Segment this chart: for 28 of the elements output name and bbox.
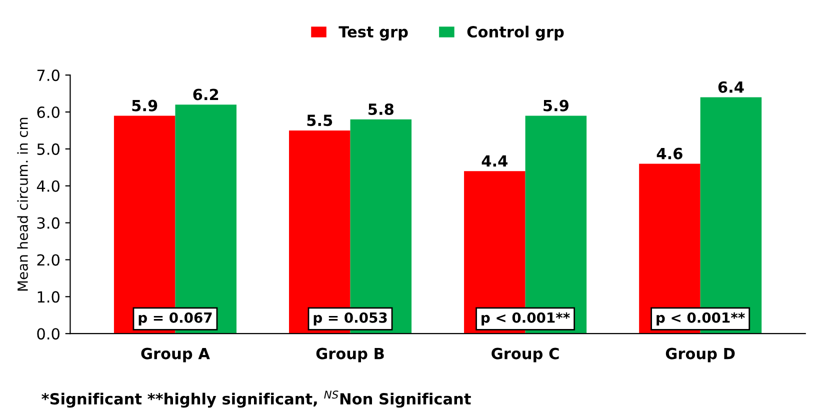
data-label: 5.5 bbox=[307, 114, 332, 126]
annotation: p < 0.001** bbox=[482, 312, 570, 326]
data-label: 6.4 bbox=[718, 81, 744, 93]
y-tick-label: 0.0 bbox=[37, 328, 60, 340]
data-label: 6.2 bbox=[193, 88, 218, 100]
y-tick-label: 3.0 bbox=[37, 217, 60, 229]
annotation: p < 0.001** bbox=[656, 312, 745, 326]
text: *Significant **highly significant, $^{NS}$Non Significant bbox=[42, 390, 471, 408]
data-label: 5.9 bbox=[132, 100, 158, 112]
legend-label: Control grp bbox=[467, 26, 564, 41]
legend-label: Test grp bbox=[338, 26, 408, 41]
data-label: 4.4 bbox=[482, 155, 508, 167]
x-tick-label: Group D bbox=[666, 348, 735, 362]
x-tick-label: Group C bbox=[492, 348, 559, 362]
x-tick-label: Group A bbox=[141, 348, 210, 362]
x-tick-label: Group B bbox=[316, 348, 384, 362]
y-tick-label: 7.0 bbox=[37, 70, 60, 82]
y-tick-label: 5.0 bbox=[37, 143, 60, 155]
y-axis-title: Mean head circum. in cm bbox=[17, 118, 28, 291]
annotation: p = 0.067 bbox=[138, 312, 212, 326]
data-label: 4.6 bbox=[656, 148, 682, 160]
y-tick-label: 1.0 bbox=[38, 291, 60, 303]
y-tick-label: 6.0 bbox=[37, 106, 60, 118]
data-label: 5.8 bbox=[368, 103, 394, 116]
y-tick-label: 4.0 bbox=[36, 180, 60, 192]
y-tick-label: 2.0 bbox=[37, 254, 60, 266]
annotation: p = 0.053 bbox=[314, 312, 387, 326]
data-label: 5.9 bbox=[544, 100, 568, 112]
